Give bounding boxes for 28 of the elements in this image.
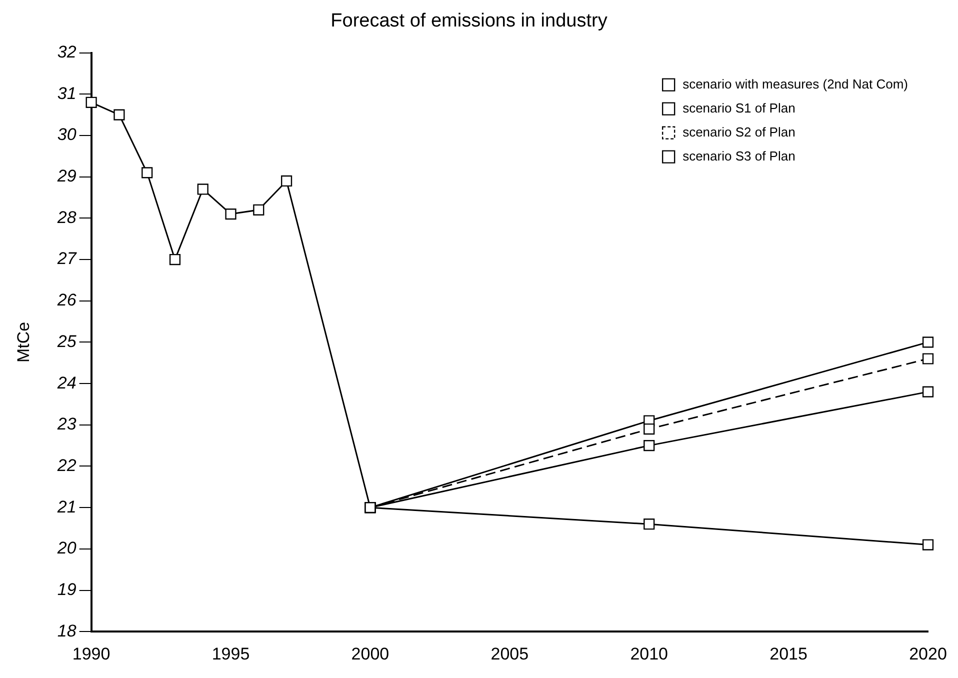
y-tick-label: 24 xyxy=(56,373,76,392)
legend-label: scenario S3 of Plan xyxy=(682,148,796,164)
x-tick-label: 2010 xyxy=(630,644,668,664)
x-tick-label: 1990 xyxy=(72,644,110,664)
legend-label: scenario S2 of Plan xyxy=(682,124,796,140)
y-tick-label: 23 xyxy=(56,414,77,434)
y-tick-label: 29 xyxy=(56,166,77,186)
x-tick-label: 2005 xyxy=(490,644,529,664)
legend-label: scenario S1 of Plan xyxy=(682,100,796,116)
y-tick-label: 31 xyxy=(57,84,76,103)
legend-label: scenario with measures (2nd Nat Com) xyxy=(682,76,908,92)
chart-title: Forecast of emissions in industry xyxy=(330,10,608,32)
y-tick-label: 30 xyxy=(57,125,77,144)
y-tick-label: 32 xyxy=(57,42,77,62)
y-tick-label: 18 xyxy=(57,621,77,640)
y-axis-title: MtCe xyxy=(14,322,33,363)
y-tick-label: 28 xyxy=(56,208,77,227)
y-tick-label: 26 xyxy=(56,290,77,310)
y-tick-label: 27 xyxy=(56,249,77,268)
x-tick-label: 1995 xyxy=(212,644,250,664)
y-tick-label: 21 xyxy=(56,497,76,516)
x-tick-label: 2020 xyxy=(909,644,947,664)
y-tick-label: 20 xyxy=(56,538,77,558)
x-tick-label: 2015 xyxy=(770,644,808,664)
x-tick-label: 2000 xyxy=(351,644,390,664)
y-tick-label: 25 xyxy=(56,332,77,351)
y-tick-label: 22 xyxy=(56,456,77,475)
y-tick-label: 19 xyxy=(57,580,77,599)
